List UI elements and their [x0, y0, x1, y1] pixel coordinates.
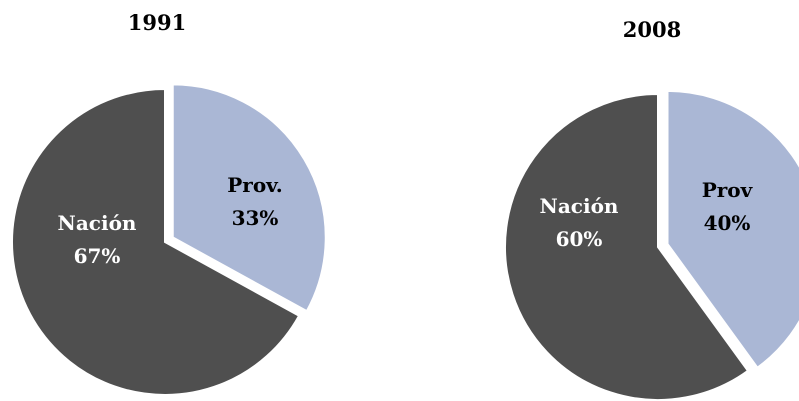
pie-slice-prov [171, 83, 327, 313]
slice-percent-label: 60% [556, 227, 603, 251]
slice-percent-label: 67% [74, 244, 121, 268]
slice-data-label: Prov 40% [702, 178, 754, 235]
pie-slice-nacin [504, 92, 750, 401]
slice-data-label: Prov. 33% [227, 173, 283, 230]
slice-category-label: Nación [58, 211, 137, 235]
slice-data-label: Nación 67% [58, 211, 137, 268]
chart-title: 2008 [623, 17, 681, 42]
pie-slice-prov [666, 89, 799, 370]
pie-slice-nacin [11, 87, 301, 396]
slice-category-label: Prov. [227, 173, 283, 197]
chart-1991: Prov. 33% Nación 67% 1991 [11, 10, 327, 396]
slice-data-label: Nación 60% [540, 194, 619, 251]
slice-category-label: Prov [702, 178, 754, 202]
chart-title: 1991 [128, 10, 186, 35]
chart-2008: Prov 40% Nación 60% 2008 [504, 17, 799, 401]
slice-category-label: Nación [540, 194, 619, 218]
slice-percent-label: 33% [232, 206, 279, 230]
slice-percent-label: 40% [704, 211, 751, 235]
